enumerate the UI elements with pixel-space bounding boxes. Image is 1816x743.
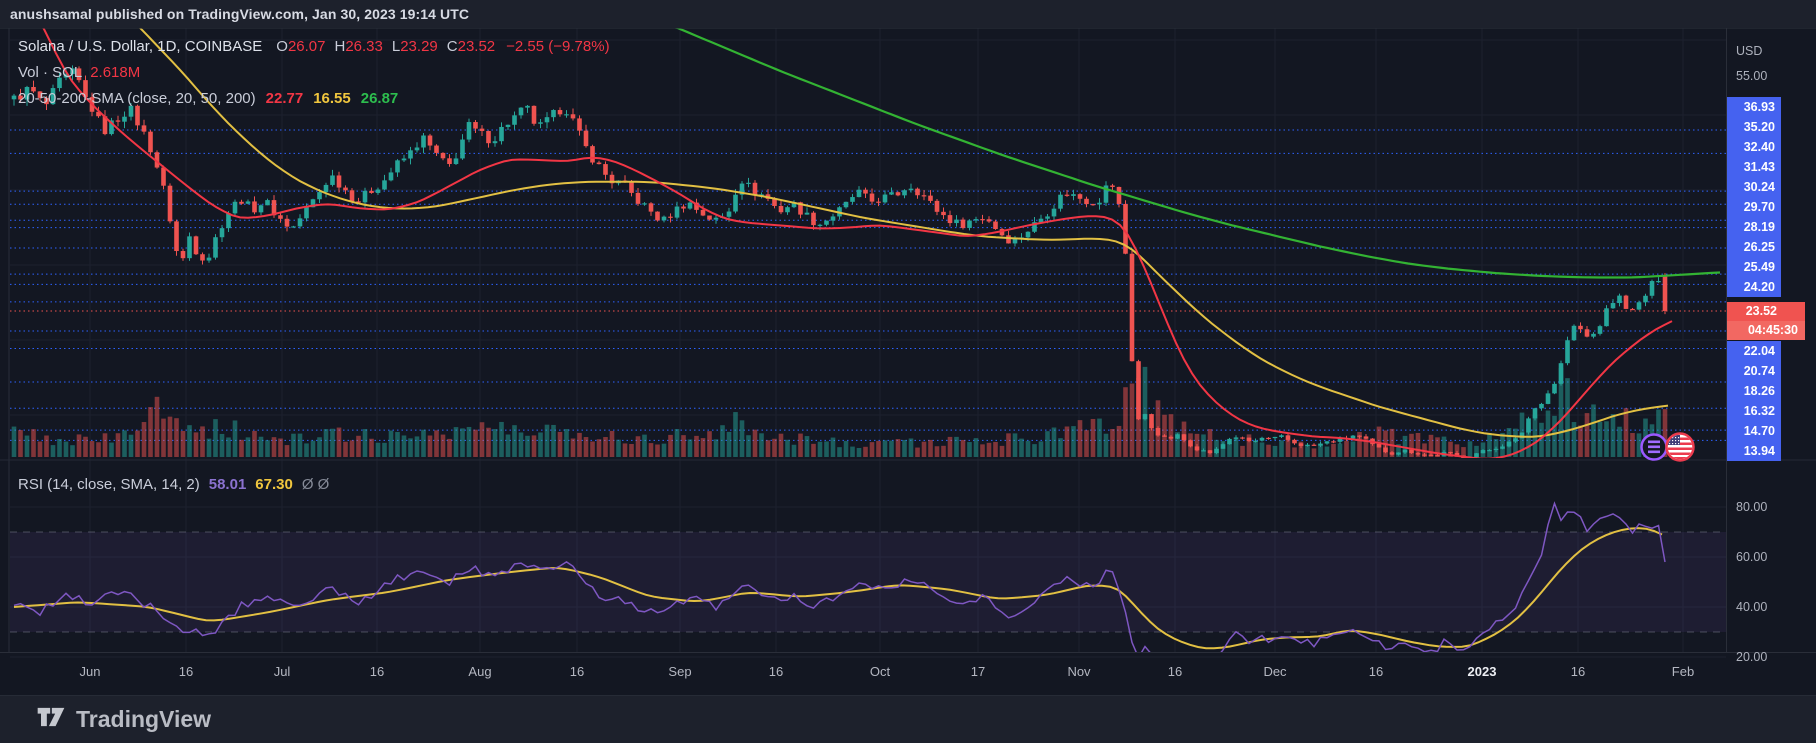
level-price-label: 18.26	[1727, 381, 1781, 401]
tradingview-logo-icon[interactable]	[36, 704, 66, 735]
level-price-label: 32.40	[1727, 137, 1781, 157]
rsi-values: 58.01 67.30	[200, 476, 293, 493]
sma-value: 16.55	[313, 90, 351, 107]
time-tick: 17	[970, 664, 986, 679]
attribution-bar: anushsamal published on TradingView.com,…	[0, 0, 1816, 28]
rsi-axis-label: 20.00	[1736, 650, 1768, 664]
level-price-label: 24.20	[1727, 277, 1781, 297]
price-axis[interactable]: USD 55.00 36.93 35.20 32.40 31.43 30.24 29.70 28…	[1726, 28, 1816, 664]
level-price-label: 35.20	[1727, 117, 1781, 137]
grid-horizontal	[10, 39, 1726, 658]
footer: TradingView	[0, 695, 1816, 743]
level-price-label: 22.04	[1727, 341, 1781, 361]
sma-label: 20-50-200-SMA (close, 20, 50, 200)	[18, 90, 256, 107]
rsi-value: 58.01	[208, 476, 247, 493]
legend: Solana / U.S. Dollar, 1D, COINBASE O26.07…	[18, 34, 610, 112]
time-axis[interactable]: Jun 16 Jul 16 Aug 16 Sep 16 Oct 17 Nov 16 Dec 16 2023 1…	[0, 652, 1816, 695]
time-tick: 16	[1570, 664, 1586, 679]
last-price-label: 23.52 04:45:30	[1727, 302, 1805, 340]
rsi-value: 67.30	[255, 476, 293, 493]
level-price-label: 16.32	[1727, 401, 1781, 421]
level-price-label: 26.25	[1727, 237, 1781, 257]
volume-value: 2.618M	[90, 64, 141, 81]
ohlc-item: C23.52	[446, 38, 496, 55]
rsi-empty-values: Ø Ø	[301, 476, 330, 493]
change-value: −2.55 (−9.78%)	[506, 38, 610, 55]
level-price-label: 14.70	[1727, 421, 1781, 441]
rsi-axis-label: 80.00	[1736, 500, 1768, 514]
tradingview-brand[interactable]: TradingView	[76, 706, 212, 732]
time-tick: Sep	[668, 664, 692, 679]
support-resistance-levels	[10, 129, 1726, 441]
time-tick: 2023	[1467, 664, 1497, 679]
currency-label: USD	[1736, 44, 1763, 58]
sma-200-line	[674, 28, 1721, 279]
bar-countdown: 04:45:30	[1727, 321, 1805, 340]
time-tick: Aug	[468, 664, 492, 679]
ohlc-values: O26.07 H26.33 L23.29 C23.52	[276, 38, 504, 55]
ohlc-item: H26.33	[334, 38, 383, 55]
instrument-logos	[1640, 432, 1695, 462]
volume-series	[11, 366, 1668, 457]
last-price-value: 23.52	[1727, 302, 1805, 321]
time-tick: 16	[178, 664, 194, 679]
sma-row: 20-50-200-SMA (close, 20, 50, 200) 22.77 1…	[18, 86, 610, 112]
time-tick: Nov	[1067, 664, 1091, 679]
rsi-pane-lines	[13, 501, 1666, 652]
sma-values: 22.77 16.55 26.87	[256, 90, 399, 107]
time-tick: Dec	[1263, 664, 1287, 679]
axis-price-label: 55.00	[1736, 69, 1768, 83]
level-price-label: 31.43	[1727, 157, 1781, 177]
rsi-axis-label: 60.00	[1736, 550, 1768, 564]
rsi-band	[10, 531, 1726, 633]
rsi-sma-line	[13, 527, 1663, 650]
level-price-label: 20.74	[1727, 361, 1781, 381]
time-tick: 16	[1167, 664, 1183, 679]
sma-lines	[42, 28, 1721, 458]
rsi-line	[13, 501, 1666, 652]
time-tick: 16	[768, 664, 784, 679]
symbol-title: Solana / U.S. Dollar, 1D, COINBASE	[18, 38, 263, 55]
symbol-row: Solana / U.S. Dollar, 1D, COINBASE O26.07…	[18, 34, 610, 60]
time-tick: 16	[569, 664, 585, 679]
level-price-label: 13.94	[1727, 441, 1781, 461]
level-price-label: 28.19	[1727, 217, 1781, 237]
time-tick: Oct	[869, 664, 891, 679]
ohlc-item: L23.29	[391, 38, 438, 55]
level-price-label: 29.70	[1727, 197, 1781, 217]
time-tick: 16	[369, 664, 385, 679]
attribution-text: anushsamal published on TradingView.com,…	[10, 6, 470, 22]
time-tick: Feb	[1671, 664, 1695, 679]
level-price-label: 30.24	[1727, 177, 1781, 197]
volume-row: Vol · SOL 2.618M	[18, 60, 610, 86]
time-tick: Jun	[79, 664, 101, 679]
level-price-label: 36.93	[1727, 97, 1781, 117]
sma-value: 26.87	[360, 90, 399, 107]
sma-value: 22.77	[265, 90, 304, 107]
volume-label: Vol · SOL	[18, 64, 83, 81]
level-price-label: 25.49	[1727, 257, 1781, 277]
sma-20-line	[42, 28, 1673, 458]
candlestick-series	[11, 65, 1668, 458]
rsi-row: RSI (14, close, SMA, 14, 2) 58.01 67.30 Ø Ø	[18, 472, 329, 498]
time-tick: Jul	[273, 664, 291, 679]
rsi-axis-label: 40.00	[1736, 600, 1768, 614]
ohlc-item: O26.07	[276, 38, 326, 55]
rsi-label: RSI (14, close, SMA, 14, 2)	[18, 476, 200, 493]
rsi-legend: RSI (14, close, SMA, 14, 2) 58.01 67.30 Ø Ø	[18, 472, 329, 498]
time-tick: 16	[1368, 664, 1384, 679]
